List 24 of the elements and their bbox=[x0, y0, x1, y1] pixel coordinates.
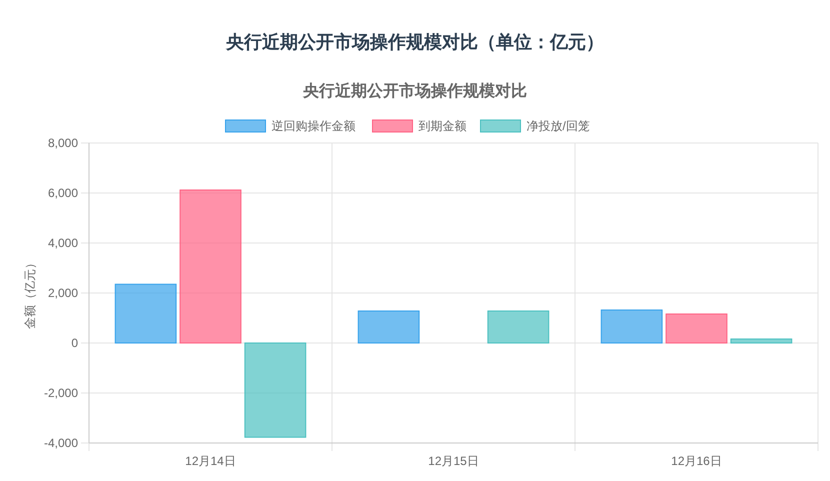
y-axis-title: 金额（亿元） bbox=[23, 257, 37, 329]
y-tick-label: 0 bbox=[71, 336, 78, 350]
chart-title: 央行近期公开市场操作规模对比（单位：亿元） bbox=[226, 32, 604, 52]
y-tick-label: -2,000 bbox=[44, 386, 78, 400]
bar bbox=[244, 342, 306, 438]
bar bbox=[730, 338, 792, 344]
y-tick-label: 8,000 bbox=[48, 136, 78, 150]
x-tick-label: 12月16日 bbox=[671, 454, 722, 468]
x-tick-label: 12月14日 bbox=[185, 454, 236, 468]
bar bbox=[358, 310, 420, 344]
x-tick-label: 12月15日 bbox=[428, 454, 479, 468]
legend-label: 到期金额 bbox=[418, 119, 466, 134]
bar bbox=[114, 284, 177, 344]
y-tick-label: 2,000 bbox=[48, 286, 78, 300]
bar bbox=[600, 310, 663, 344]
bar bbox=[487, 310, 550, 344]
bar bbox=[666, 314, 728, 344]
y-tick-label: 6,000 bbox=[48, 186, 78, 200]
chart-subtitle: 央行近期公开市场操作规模对比 bbox=[302, 82, 527, 100]
legend-label: 净投放/回笼 bbox=[526, 119, 590, 134]
y-tick-label: 4,000 bbox=[48, 236, 78, 250]
legend-label: 逆回购操作金额 bbox=[272, 119, 356, 134]
bar bbox=[180, 190, 242, 344]
y-tick-label: -4,000 bbox=[44, 436, 78, 450]
